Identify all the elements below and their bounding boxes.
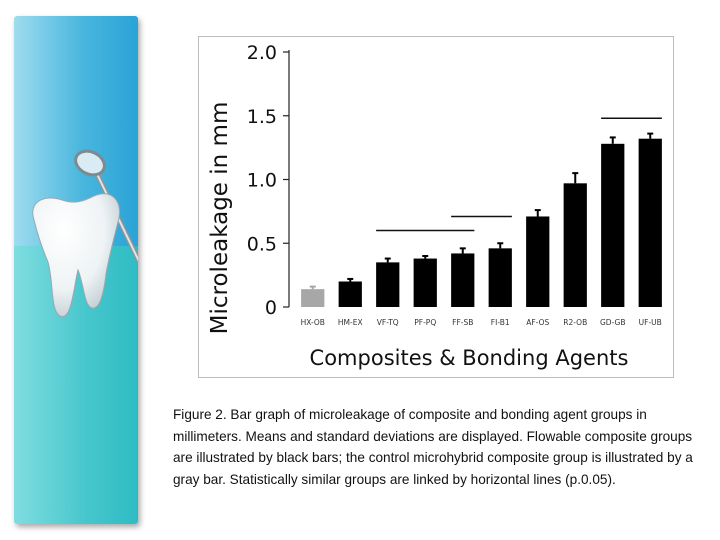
- side-panel-bottom: [14, 246, 138, 524]
- bar: [638, 138, 662, 307]
- y-tick-label: 1.5: [247, 106, 277, 128]
- chart-frame: Microleakage in mm 2.0 1.5 1.0 0.5 0 HX-OB HM…: [198, 36, 674, 378]
- bars: [301, 132, 662, 307]
- y-axis-label: Microleakage in mm: [207, 102, 233, 335]
- x-tick-label: VF-TQ: [377, 318, 399, 327]
- tooth-icon: [32, 193, 120, 317]
- dental-illustration: [32, 149, 138, 317]
- bar: [488, 248, 512, 307]
- x-tick-labels: HX-OB HM-EX VF-TQ PF-PQ FF-SB FI-B1 AF-OS R2-OB…: [301, 318, 662, 327]
- bar: [563, 183, 587, 307]
- bar-chart: Microleakage in mm 2.0 1.5 1.0 0.5 0 HX-OB HM…: [207, 42, 662, 370]
- similarity-lines: [376, 117, 662, 232]
- bar: [451, 253, 475, 307]
- x-axis-label: Composites & Bonding Agents: [310, 346, 629, 370]
- y-tick-label: 0: [265, 297, 277, 319]
- x-tick-label: UF-UB: [639, 318, 662, 327]
- x-tick-label: AF-OS: [526, 318, 549, 327]
- bar: [301, 289, 325, 307]
- decorative-side-panel: [14, 16, 138, 524]
- bar: [338, 281, 362, 307]
- x-tick-label: FF-SB: [452, 318, 473, 327]
- x-tick-label: FI-B1: [491, 318, 510, 327]
- figure-caption: Figure 2. Bar graph of microleakage of c…: [173, 407, 693, 487]
- bar: [601, 143, 625, 307]
- x-tick-label: PF-PQ: [414, 318, 436, 327]
- y-tick-label: 2.0: [247, 42, 277, 64]
- x-tick-label: HX-OB: [301, 318, 325, 327]
- x-tick-label: R2-OB: [563, 318, 587, 327]
- y-axis: 2.0 1.5 1.0 0.5 0: [247, 42, 290, 319]
- bar: [376, 262, 400, 307]
- y-tick-label: 0.5: [247, 233, 277, 255]
- bar: [413, 258, 437, 307]
- x-tick-label: HM-EX: [338, 318, 363, 327]
- bar: [526, 216, 550, 307]
- x-tick-label: GD-GB: [600, 318, 626, 327]
- y-tick-label: 1.0: [247, 170, 277, 192]
